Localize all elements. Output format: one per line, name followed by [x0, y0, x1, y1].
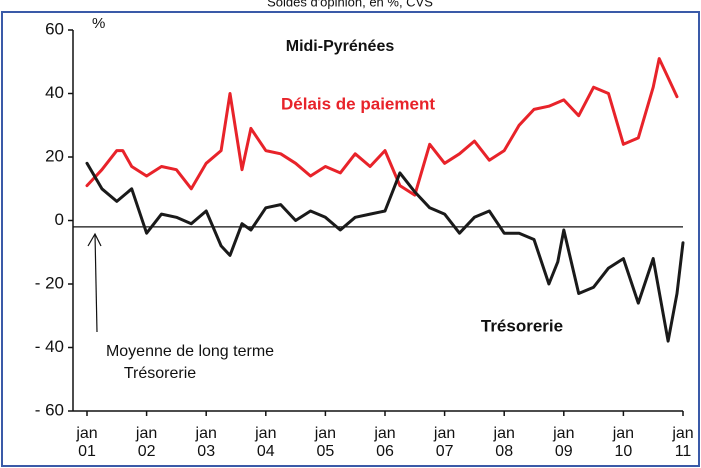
x-tick-label: jan 11	[671, 425, 693, 460]
frame	[1, 11, 700, 467]
annotation: Moyenne de long terme Trésorerie	[106, 343, 274, 382]
x-tick-label: jan 03	[195, 425, 217, 460]
y-tick-label: 40	[45, 83, 64, 102]
x-tick-label: jan 04	[254, 425, 276, 460]
arrow	[94, 233, 98, 333]
x-tick-label: jan 08	[493, 425, 515, 460]
x-tick-label: jan 09	[552, 425, 574, 460]
x-tick-label: jan 05	[314, 425, 336, 460]
series-label: Trésorerie	[481, 316, 563, 335]
arrow-head	[87, 232, 102, 247]
series-label: Délais de paiement	[281, 94, 435, 113]
y-tick-label: 60	[45, 19, 64, 38]
x-tick-label: jan 10	[612, 425, 634, 460]
y-tick-label: - 20	[35, 273, 64, 292]
y-tick-label: 20	[45, 146, 64, 165]
line-series	[85, 57, 679, 197]
x-tick-label: jan 06	[373, 425, 395, 460]
x-tick-label: jan 07	[433, 425, 455, 460]
x-tick-label: jan 02	[135, 425, 157, 460]
y-tick-label: - 40	[35, 337, 64, 356]
subtitle: Soldes d'opinion, en %, CVS	[267, 0, 433, 9]
y-tick-label: 0	[55, 210, 64, 229]
chart-title: Midi-Pyrénées	[286, 38, 395, 55]
line-series	[85, 161, 685, 343]
y-tick-label: - 60	[35, 400, 64, 419]
x-tick-label: jan 01	[75, 425, 97, 460]
y-unit: %	[92, 15, 105, 32]
